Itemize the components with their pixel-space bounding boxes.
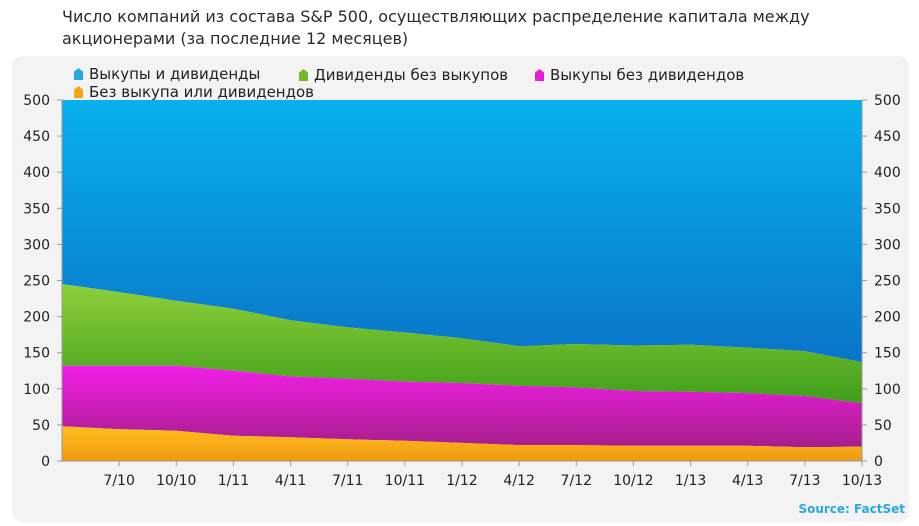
- legend-item-none: Без выкупа или дивидендов: [74, 83, 314, 101]
- y-tick-label-left: 400: [23, 165, 50, 181]
- y-tick-label-left: 100: [23, 382, 50, 398]
- legend-swatch: [74, 86, 83, 98]
- y-tick-label-left: 500: [23, 93, 50, 109]
- y-tick-label-right: 200: [874, 310, 901, 326]
- legend-item-dividends-only: Дивиденды без выкупов: [299, 66, 508, 84]
- legend-swatch: [299, 69, 308, 81]
- y-tick-label-left: 350: [23, 201, 50, 217]
- y-tick-label-right: 0: [874, 454, 883, 470]
- area-buybacks-and-dividends: [62, 100, 862, 363]
- area-dividends-only: [62, 284, 862, 404]
- legend-label: Без выкупа или дивидендов: [89, 83, 315, 101]
- y-tick-label-right: 400: [874, 165, 901, 181]
- x-tick-label: 1/12: [446, 473, 477, 489]
- y-tick-label-left: 250: [23, 274, 50, 290]
- y-tick-label-left: 0: [41, 454, 50, 470]
- y-tick-label-left: 150: [23, 346, 50, 362]
- y-tick-label-right: 250: [874, 274, 901, 290]
- y-tick-label-right: 350: [874, 201, 901, 217]
- x-tick-label: 4/11: [275, 473, 306, 489]
- legend-label: Выкупы и дивиденды: [89, 65, 261, 83]
- x-tick-label: 7/13: [789, 473, 820, 489]
- y-tick-label-left: 50: [32, 418, 50, 434]
- y-tick-label-right: 150: [874, 346, 901, 362]
- x-tick-label: 10/11: [385, 473, 425, 489]
- x-tick-label: 7/10: [103, 473, 134, 489]
- y-tick-label-right: 100: [874, 382, 901, 398]
- source-label: Source: FactSet: [798, 502, 905, 516]
- x-tick-label: 10/12: [613, 473, 653, 489]
- y-tick-label-left: 200: [23, 310, 50, 326]
- legend-item-buybacks-only: Выкупы без дивидендов: [535, 66, 744, 84]
- area-buybacks-only: [62, 365, 862, 448]
- x-tick-label: 4/12: [503, 473, 534, 489]
- y-tick-label-right: 500: [874, 93, 901, 109]
- legend-item-buybacks-and-dividends: Выкупы и дивиденды: [74, 65, 260, 83]
- x-tick-label: 1/13: [675, 473, 706, 489]
- legend-label: Выкупы без дивидендов: [550, 66, 745, 84]
- x-tick-label: 10/10: [156, 473, 196, 489]
- x-tick-label: 10/13: [842, 473, 882, 489]
- legend-label: Дивиденды без выкупов: [314, 66, 509, 84]
- x-tick-label: 7/12: [561, 473, 592, 489]
- y-tick-label-left: 300: [23, 237, 50, 253]
- chart-title: Число компаний из состава S&P 500, осуще…: [62, 7, 810, 48]
- y-tick-label-left: 450: [23, 129, 50, 145]
- legend-swatch: [74, 68, 83, 80]
- y-tick-label-right: 300: [874, 237, 901, 253]
- x-tick-label: 1/11: [218, 473, 249, 489]
- y-tick-label-right: 50: [874, 418, 892, 434]
- legend-swatch: [535, 69, 544, 81]
- area-none: [62, 426, 862, 461]
- x-tick-label: 4/13: [732, 473, 763, 489]
- x-tick-label: 7/11: [332, 473, 363, 489]
- y-tick-label-right: 450: [874, 129, 901, 145]
